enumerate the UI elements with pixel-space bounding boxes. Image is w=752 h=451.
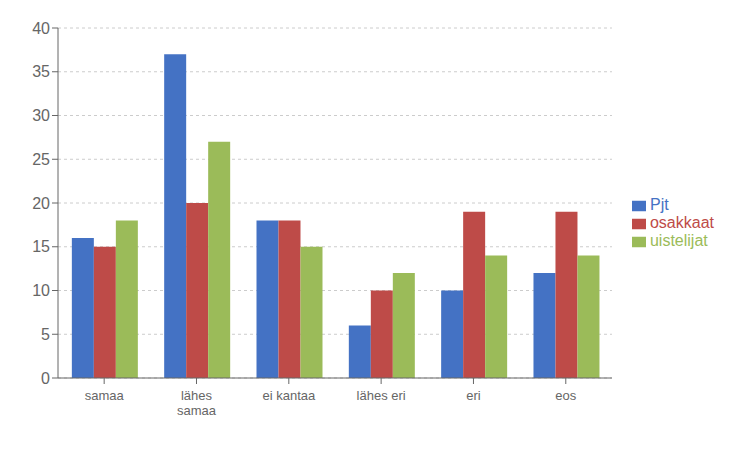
svg-text:5: 5 xyxy=(41,326,50,343)
svg-text:10: 10 xyxy=(32,282,50,299)
svg-text:0: 0 xyxy=(41,370,50,387)
svg-text:eos: eos xyxy=(555,388,576,403)
html-text:uistelijat: uistelijat xyxy=(650,232,708,249)
svg-text:samaa: samaa xyxy=(85,388,125,403)
html-text:osakkaat: osakkaat xyxy=(650,214,714,231)
svg-text:35: 35 xyxy=(32,63,50,80)
svg-text:lähessamaa: lähessamaa xyxy=(177,388,217,418)
svg-text:20: 20 xyxy=(32,195,50,212)
svg-text:eri: eri xyxy=(466,388,481,403)
svg-text:40: 40 xyxy=(32,20,50,37)
svg-text:25: 25 xyxy=(32,151,50,168)
svg-text:lähes eri: lähes eri xyxy=(357,388,406,403)
svg-text:30: 30 xyxy=(32,107,50,124)
svg-text:15: 15 xyxy=(32,238,50,255)
html-text:Pjt: Pjt xyxy=(650,196,669,213)
svg-text:ei kantaa: ei kantaa xyxy=(262,388,316,403)
